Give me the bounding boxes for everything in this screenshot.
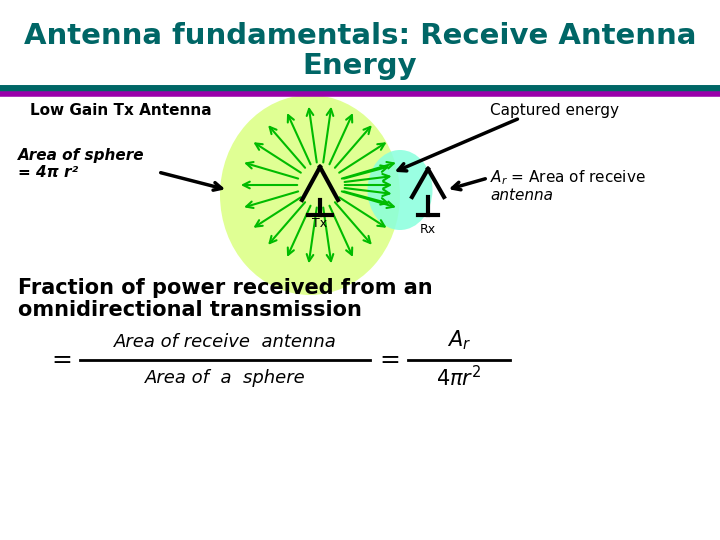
Text: Rx: Rx [420, 223, 436, 236]
Text: Area of  a  sphere: Area of a sphere [145, 369, 305, 387]
Text: Area of receive  antenna: Area of receive antenna [114, 333, 336, 351]
Text: $4\pi r^2$: $4\pi r^2$ [436, 366, 482, 390]
Text: = 4π r²: = 4π r² [18, 165, 78, 180]
Text: $A_r$ = Area of receive: $A_r$ = Area of receive [490, 168, 646, 187]
Text: Energy: Energy [302, 52, 418, 80]
Ellipse shape [367, 150, 433, 230]
Text: antenna: antenna [490, 188, 553, 203]
Text: Fraction of power received from an: Fraction of power received from an [18, 278, 433, 298]
Text: Antenna fundamentals: Receive Antenna: Antenna fundamentals: Receive Antenna [24, 22, 696, 50]
Text: Area of sphere: Area of sphere [18, 148, 145, 163]
Text: Low Gain Tx Antenna: Low Gain Tx Antenna [30, 103, 212, 118]
Text: =: = [379, 348, 400, 372]
Text: Tx: Tx [312, 217, 328, 230]
Text: $A_r$: $A_r$ [447, 328, 471, 352]
Text: omnidirectional transmission: omnidirectional transmission [18, 300, 362, 320]
Text: =: = [52, 348, 73, 372]
Text: Captured energy: Captured energy [490, 103, 619, 118]
Ellipse shape [220, 95, 400, 295]
